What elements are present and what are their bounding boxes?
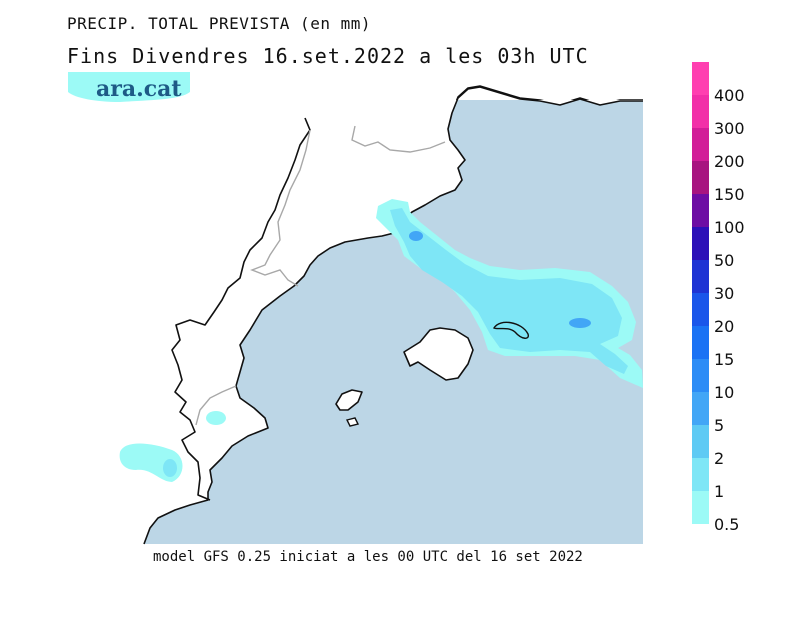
legend-swatch [692,458,709,491]
legend-swatch [692,128,709,161]
island-formentera [345,417,360,427]
island-mallorca [403,327,474,381]
legend: 400 300 200 150 100 50 30 20 15 10 5 2 1 0.5 [692,62,782,534]
brand-logo: ara.cat [96,76,182,102]
legend-label: 50 [714,251,735,270]
legend-swatch [692,392,709,425]
legend-swatch [692,194,709,227]
legend-swatch [692,326,709,359]
legend-label: 400 [714,86,745,105]
inland-boundary [171,117,311,501]
map-title: PRECIP. TOTAL PREVISTA (en mm) [67,14,371,33]
legend-label: 300 [714,119,745,138]
coastline [143,86,643,545]
legend-swatch [692,161,709,194]
legend-swatch [692,425,709,458]
legend-swatch [692,260,709,293]
legend-swatch [692,359,709,392]
legend-label: 100 [714,218,745,237]
province-boundaries [195,125,446,426]
island-ibiza [335,389,363,411]
legend-label: 15 [714,350,735,369]
legend-swatch [692,491,709,524]
legend-swatch [692,227,709,260]
legend-swatch [692,95,709,128]
legend-label: 2 [714,449,725,468]
legend-label: 10 [714,383,735,402]
legend-label: 150 [714,185,745,204]
legend-label: 20 [714,317,735,336]
legend-label: 1 [714,482,725,501]
model-footer: model GFS 0.25 iniciat a les 00 UTC del … [153,549,583,565]
legend-label: 30 [714,284,735,303]
map-subtitle: Fins Divendres 16.set.2022 a les 03h UTC [67,44,589,68]
legend-label: 0.5 [714,515,740,534]
legend-label: 200 [714,152,745,171]
legend-swatch [692,293,709,326]
legend-label: 5 [714,416,725,435]
legend-swatch [692,62,709,95]
precipitation-contours [68,72,643,482]
